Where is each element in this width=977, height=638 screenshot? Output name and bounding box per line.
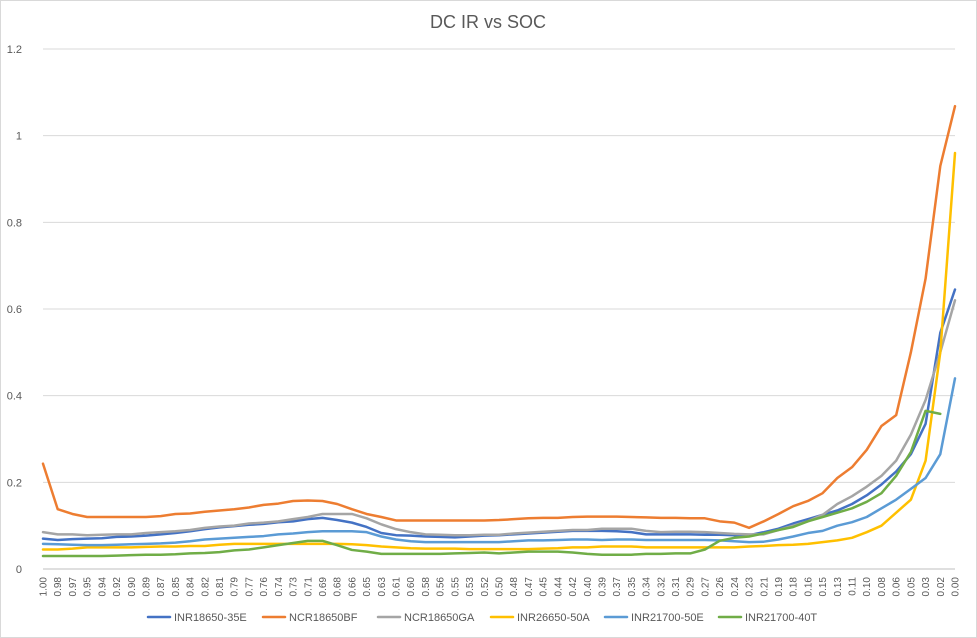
x-tick-label: 0.21 [759,577,770,597]
x-tick-label: 0.23 [745,577,756,597]
x-tick-label: 0.87 [156,577,167,597]
x-tick-label: 0.98 [53,577,64,597]
y-tick-label: 0.2 [7,477,22,489]
x-tick-label: 0.65 [362,577,373,597]
series-line-inr21700-50e [41,377,957,547]
x-tick-label: 0.06 [892,577,903,597]
y-tick-label: 1.2 [7,44,22,56]
legend-label: NCR18650BF [289,612,358,624]
x-tick-label: 0.73 [289,577,300,597]
x-tick-label: 0.27 [700,577,711,597]
x-tick-label: 0.84 [186,577,197,597]
x-tick-label: 0.52 [480,577,491,597]
x-tick-label: 0.95 [83,577,94,597]
series-line-ncr18650bf [41,104,957,530]
x-tick-label: 0.47 [524,577,535,597]
x-tick-label: 0.60 [406,577,417,597]
x-tick-label: 0.79 [230,577,241,597]
x-tick-label: 0.97 [68,577,79,597]
legend-label: INR18650-35E [174,612,247,624]
x-tick-label: 0.10 [862,577,873,597]
x-tick-label: 0.45 [539,577,550,597]
y-tick-label: 0.6 [7,304,22,316]
x-tick-label: 0.35 [627,577,638,597]
x-tick-label: 0.26 [715,577,726,597]
chart-title: DC IR vs SOC [430,12,546,32]
x-tick-label: 0.11 [848,577,859,596]
x-tick-label: 0.69 [318,577,329,597]
y-tick-label: 1 [16,131,22,143]
x-tick-label: 0.34 [642,577,653,597]
legend-label: INR26650-50A [517,612,590,624]
x-tick-label: 0.74 [274,577,285,597]
x-tick-label: 0.05 [906,577,917,597]
legend: INR18650-35E NCR18650BF NCR18650GA INR26650… [146,612,817,624]
y-tick-label: 0.4 [7,391,22,403]
x-tick-label: 0.00 [951,577,962,597]
x-tick-label: 0.81 [215,577,226,597]
x-tick-label: 0.68 [333,577,344,597]
y-tick-label: 0 [16,564,22,576]
legend-label: INR21700-40T [745,612,817,624]
x-tick-label: 0.03 [921,577,932,597]
x-tick-label: 0.82 [200,577,211,597]
x-tick-label: 0.48 [509,577,520,597]
x-tick-label: 0.77 [244,577,255,597]
legend-label: NCR18650GA [404,612,475,624]
y-tick-label: 0.8 [7,217,22,229]
x-tick-label: 0.15 [818,577,829,597]
x-tick-label: 0.40 [583,577,594,597]
x-tick-label: 0.19 [774,577,785,597]
x-tick-label: 0.37 [612,577,623,597]
x-tick-label: 1.00 [39,577,50,597]
x-tick-label: 0.44 [553,577,564,597]
x-tick-label: 0.29 [686,577,697,597]
x-tick-label: 0.24 [730,577,741,597]
x-tick-label: 0.89 [141,577,152,597]
x-tick-label: 0.55 [450,577,461,597]
x-tick-label: 0.92 [112,577,123,597]
y-axis-ticks: 0 0.2 0.4 0.6 0.8 1 1.2 [7,44,22,576]
x-tick-label: 0.63 [377,577,388,597]
x-tick-label: 0.66 [347,577,358,597]
series-lines [41,104,957,558]
x-tick-label: 0.94 [97,577,108,597]
x-tick-label: 0.90 [127,577,138,597]
x-tick-label: 0.42 [568,577,579,597]
x-tick-label: 0.58 [421,577,432,597]
x-tick-label: 0.16 [803,577,814,597]
x-tick-label: 0.08 [877,577,888,597]
x-axis: 1.00 0.98 0.97 0.95 0.94 0.92 0.90 0.89 0.87 0.85… [39,568,962,597]
x-tick-label: 0.02 [936,577,947,597]
series-line-inr21700-40t [41,409,942,558]
x-tick-label: 0.31 [671,577,682,597]
x-tick-label: 0.85 [171,577,182,597]
x-tick-label: 0.50 [495,577,506,597]
x-tick-label: 0.56 [436,577,447,597]
x-tick-label: 0.76 [259,577,270,597]
series-line-inr26650-50a [41,151,957,551]
x-tick-label: 0.71 [303,577,314,597]
x-tick-label: 0.53 [465,577,476,597]
legend-label: INR21700-50E [631,612,704,624]
x-tick-label: 0.32 [656,577,667,597]
x-tick-label: 0.13 [833,577,844,597]
x-tick-label: 0.39 [597,577,608,597]
x-tick-label: 0.61 [392,577,403,597]
x-tick-label: 0.18 [789,577,800,597]
